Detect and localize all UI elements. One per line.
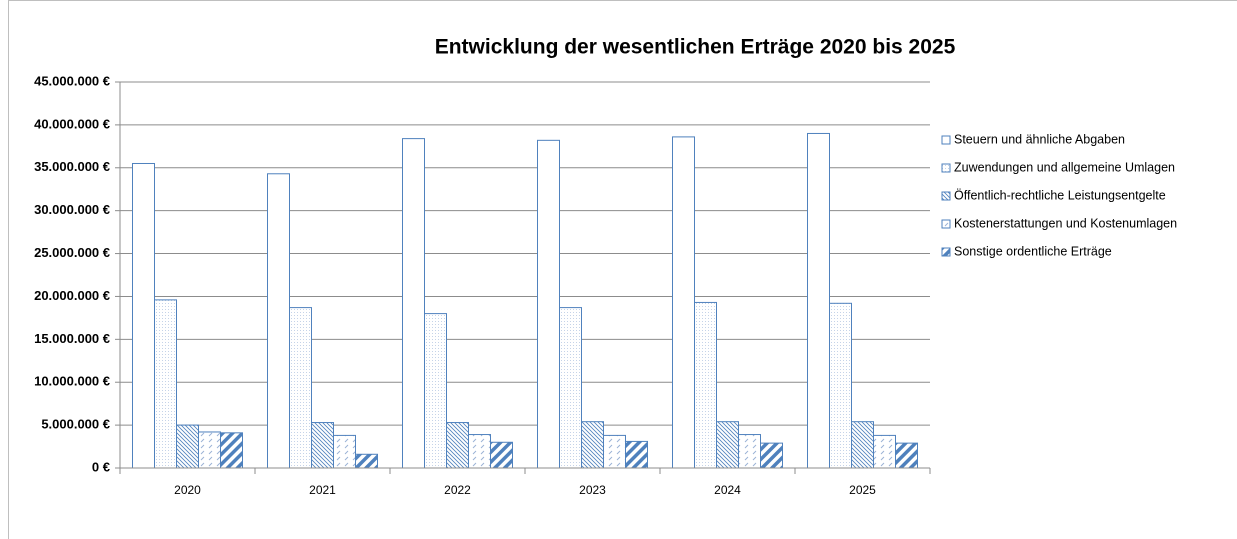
legend-label: Sonstige ordentliche Erträge [954, 244, 1112, 258]
y-tick-label: 5.000.000 € [41, 417, 110, 432]
legend-marker [941, 247, 951, 257]
bar [267, 173, 290, 469]
chart-title: Entwicklung der wesentlichen Erträge 202… [435, 36, 956, 59]
y-tick-label: 45.000.000 € [34, 73, 110, 88]
legend-label: Steuern und ähnliche Abgaben [954, 132, 1125, 146]
y-tick-label: 20.000.000 € [34, 288, 110, 303]
bar [873, 434, 896, 469]
x-tick-label: 2021 [309, 483, 336, 497]
y-tick-label: 15.000.000 € [34, 331, 110, 346]
bar [807, 132, 830, 469]
bar [603, 434, 626, 469]
bar [738, 434, 761, 469]
bar [289, 307, 312, 469]
bar [424, 313, 447, 469]
y-tick-label: 25.000.000 € [34, 245, 110, 260]
bar [132, 162, 155, 469]
legend-label: Zuwendungen und allgemeine Umlagen [954, 160, 1175, 174]
bar [446, 422, 469, 469]
legend-marker [941, 135, 951, 145]
bar [625, 440, 648, 469]
bar [220, 432, 243, 469]
bar [468, 434, 491, 469]
x-tick-label: 2023 [579, 483, 606, 497]
bar [355, 453, 378, 469]
y-tick-label: 30.000.000 € [34, 202, 110, 217]
bar [333, 434, 356, 469]
x-tick-label: 2025 [849, 483, 876, 497]
bar [829, 302, 852, 469]
bar [895, 442, 918, 469]
bar [581, 421, 604, 469]
legend-marker [941, 191, 951, 201]
x-tick-label: 2024 [714, 483, 741, 497]
x-tick-label: 2022 [444, 483, 471, 497]
bar [402, 138, 425, 469]
x-tick-label: 2020 [174, 483, 201, 497]
bar [760, 442, 783, 469]
bar [311, 422, 334, 469]
bar [672, 136, 695, 469]
bar [154, 299, 177, 469]
legend-label: Kostenerstattungen und Kostenumlagen [954, 216, 1177, 230]
y-tick-label: 0 € [92, 459, 110, 474]
chart-frame [8, 0, 1237, 539]
bar [694, 301, 717, 469]
bar [716, 421, 739, 469]
bar [198, 431, 221, 469]
bar [490, 441, 513, 469]
legend-label: Öffentlich-rechtliche Leistungsentgelte [954, 188, 1166, 202]
bar [176, 424, 199, 469]
legend-marker [941, 163, 951, 173]
bar [851, 421, 874, 469]
legend-marker [941, 219, 951, 229]
y-tick-label: 10.000.000 € [34, 374, 110, 389]
bar [559, 307, 582, 469]
bar [537, 139, 560, 469]
y-tick-label: 35.000.000 € [34, 159, 110, 174]
y-tick-label: 40.000.000 € [34, 116, 110, 131]
